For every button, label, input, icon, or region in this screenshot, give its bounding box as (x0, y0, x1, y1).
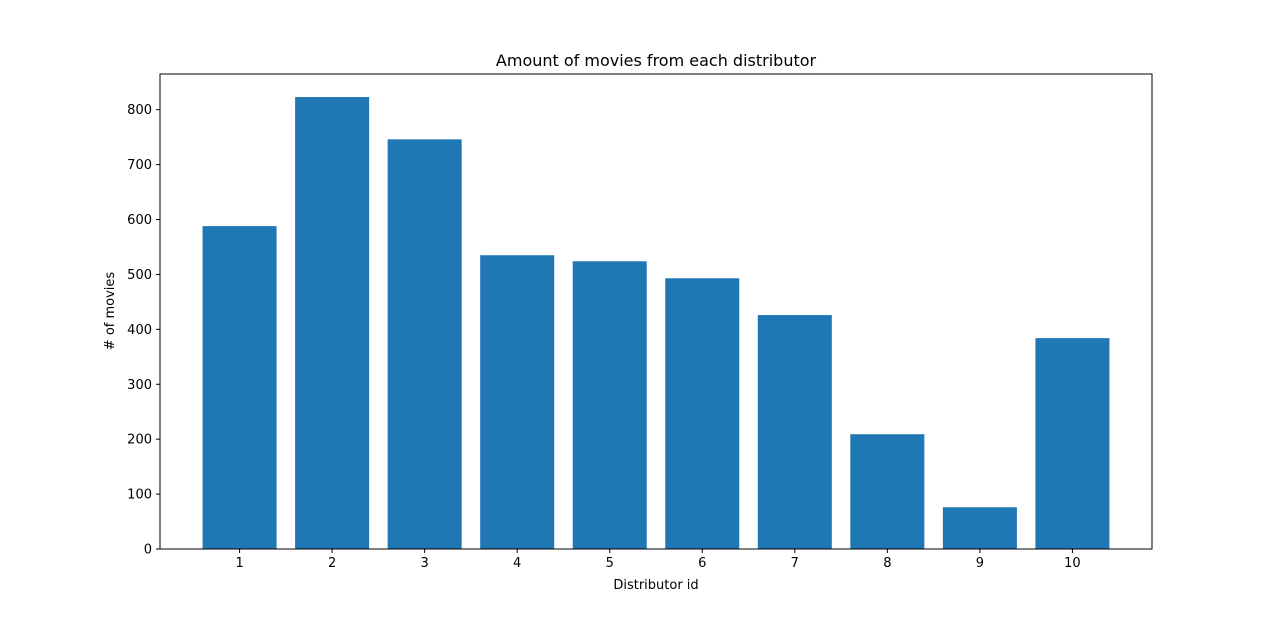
bar-4 (480, 255, 555, 549)
bar-9 (942, 507, 1017, 549)
y-axis-label: # of movies (103, 272, 118, 351)
bar-6 (665, 278, 740, 549)
x-tick-label-2: 2 (328, 556, 336, 571)
x-axis-label: Distributor id (613, 578, 698, 593)
y-tick-label-600: 600 (127, 213, 152, 228)
x-tick-label-10: 10 (1064, 556, 1081, 571)
y-tick-label-200: 200 (127, 433, 152, 448)
y-tick-label-400: 400 (127, 323, 152, 338)
y-tick-label-800: 800 (127, 103, 152, 118)
x-tick-label-7: 7 (791, 556, 799, 571)
bar-1 (202, 226, 277, 549)
x-axis: 1 2 3 4 5 6 7 8 9 10 (235, 549, 1081, 571)
y-tick-label-300: 300 (127, 378, 152, 393)
x-tick-label-8: 8 (883, 556, 891, 571)
x-tick-label-5: 5 (606, 556, 614, 571)
y-tick-label-0: 0 (144, 543, 152, 558)
x-tick-label-9: 9 (976, 556, 984, 571)
y-tick-label-100: 100 (127, 488, 152, 503)
bars-group (202, 97, 1110, 550)
x-tick-label-6: 6 (698, 556, 706, 571)
x-tick-label-4: 4 (513, 556, 521, 571)
y-tick-label-500: 500 (127, 268, 152, 283)
chart-title: Amount of movies from each distributor (496, 51, 817, 70)
x-tick-label-1: 1 (235, 556, 243, 571)
y-axis: 0 100 200 300 400 500 600 700 800 (127, 103, 160, 558)
bar-7 (757, 315, 832, 549)
bar-8 (850, 434, 925, 549)
bar-10 (1035, 338, 1110, 549)
bar-5 (572, 261, 647, 549)
x-tick-label-3: 3 (421, 556, 429, 571)
bar-2 (295, 97, 370, 549)
bar-3 (387, 139, 462, 550)
y-tick-label-700: 700 (127, 158, 152, 173)
plot-frame (159, 73, 1153, 550)
